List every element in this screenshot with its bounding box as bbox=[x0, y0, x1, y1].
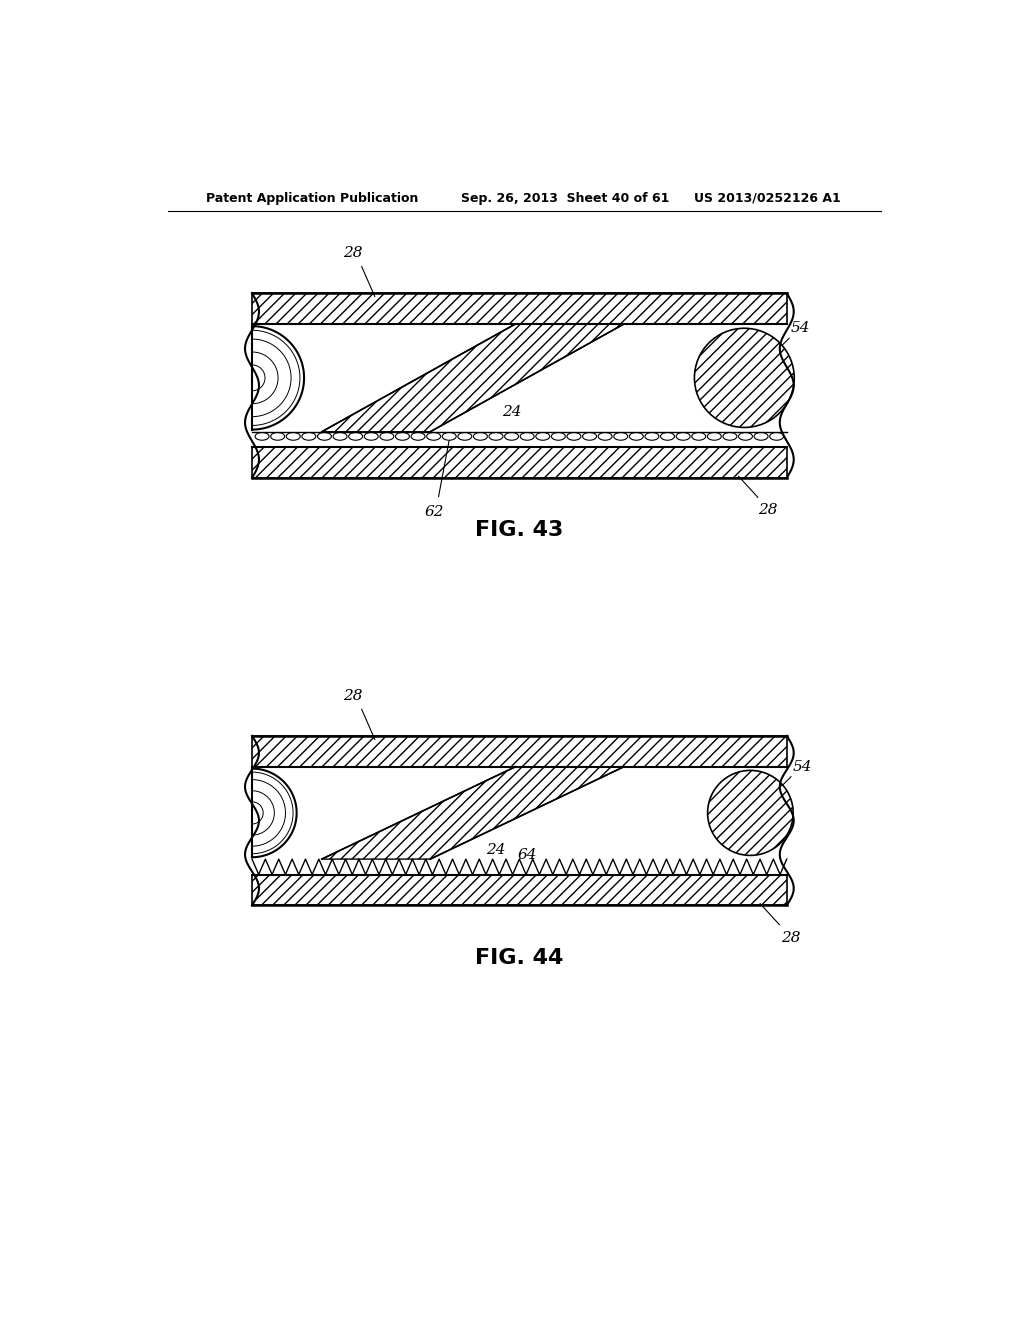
Ellipse shape bbox=[645, 433, 658, 441]
Ellipse shape bbox=[333, 433, 347, 441]
Text: 24: 24 bbox=[502, 405, 521, 420]
Circle shape bbox=[694, 329, 795, 428]
Ellipse shape bbox=[442, 433, 456, 441]
Text: 24: 24 bbox=[486, 843, 506, 857]
Ellipse shape bbox=[255, 433, 269, 441]
Circle shape bbox=[708, 771, 794, 855]
Ellipse shape bbox=[598, 433, 612, 441]
Text: 28: 28 bbox=[343, 246, 362, 260]
Ellipse shape bbox=[660, 433, 675, 441]
Ellipse shape bbox=[754, 433, 768, 441]
Bar bbox=[252, 767, 786, 874]
Ellipse shape bbox=[411, 433, 425, 441]
Ellipse shape bbox=[770, 433, 783, 441]
Ellipse shape bbox=[317, 433, 332, 441]
Text: 62: 62 bbox=[424, 504, 443, 519]
Ellipse shape bbox=[630, 433, 643, 441]
Text: ~14~: ~14~ bbox=[472, 789, 520, 807]
Text: US 2013/0252126 A1: US 2013/0252126 A1 bbox=[693, 191, 841, 205]
Ellipse shape bbox=[473, 433, 487, 441]
Ellipse shape bbox=[505, 433, 518, 441]
Polygon shape bbox=[322, 323, 624, 432]
Ellipse shape bbox=[489, 433, 503, 441]
Text: FIG. 44: FIG. 44 bbox=[475, 948, 563, 968]
Ellipse shape bbox=[458, 433, 472, 441]
Text: Patent Application Publication: Patent Application Publication bbox=[206, 191, 418, 205]
Ellipse shape bbox=[613, 433, 628, 441]
Text: ~14~: ~14~ bbox=[479, 346, 528, 363]
Ellipse shape bbox=[676, 433, 690, 441]
Text: Sep. 26, 2013  Sheet 40 of 61: Sep. 26, 2013 Sheet 40 of 61 bbox=[461, 191, 670, 205]
Text: 28: 28 bbox=[758, 503, 777, 517]
Ellipse shape bbox=[270, 433, 285, 441]
Ellipse shape bbox=[380, 433, 394, 441]
Ellipse shape bbox=[302, 433, 315, 441]
Text: 64: 64 bbox=[517, 849, 537, 862]
Ellipse shape bbox=[536, 433, 550, 441]
Bar bbox=[252, 447, 786, 478]
Ellipse shape bbox=[520, 433, 535, 441]
Polygon shape bbox=[252, 768, 297, 857]
Bar bbox=[252, 874, 786, 906]
Ellipse shape bbox=[723, 433, 737, 441]
Polygon shape bbox=[252, 326, 304, 429]
Polygon shape bbox=[322, 767, 624, 859]
Bar bbox=[252, 323, 786, 447]
Text: 54: 54 bbox=[791, 321, 810, 335]
Text: FIG. 43: FIG. 43 bbox=[475, 520, 563, 540]
Ellipse shape bbox=[692, 433, 706, 441]
Ellipse shape bbox=[583, 433, 597, 441]
Ellipse shape bbox=[551, 433, 565, 441]
Text: 28: 28 bbox=[781, 931, 801, 945]
Text: 54: 54 bbox=[793, 760, 812, 774]
Bar bbox=[252, 737, 786, 767]
Ellipse shape bbox=[348, 433, 362, 441]
Text: 28: 28 bbox=[343, 689, 362, 702]
Bar bbox=[252, 293, 786, 323]
Ellipse shape bbox=[395, 433, 410, 441]
Ellipse shape bbox=[287, 433, 300, 441]
Ellipse shape bbox=[567, 433, 581, 441]
Ellipse shape bbox=[738, 433, 753, 441]
Ellipse shape bbox=[427, 433, 440, 441]
Ellipse shape bbox=[708, 433, 721, 441]
Ellipse shape bbox=[365, 433, 378, 441]
